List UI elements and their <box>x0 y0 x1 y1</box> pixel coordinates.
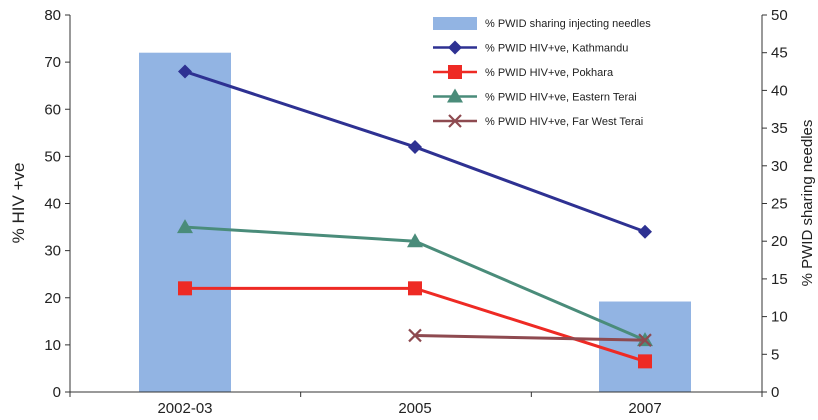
right-tick-label: 35 <box>771 120 788 137</box>
data-point <box>177 219 193 234</box>
x-tick-label: 2002-03 <box>157 400 212 417</box>
data-point <box>178 64 192 79</box>
right-tick-label: 30 <box>771 158 788 175</box>
lines-layer <box>177 64 653 369</box>
right-tick-label: 45 <box>771 45 788 62</box>
left-tick-label: 70 <box>44 54 61 71</box>
series-line-3 <box>414 333 646 342</box>
data-point <box>178 281 192 296</box>
right-tick-label: 10 <box>771 309 788 326</box>
x-tick-label: 2007 <box>628 400 661 417</box>
right-axis-ticks: 0 5 10 15 20 25 30 35 40 45 50 <box>762 7 788 401</box>
left-axis-title: % HIV +ve <box>9 163 28 244</box>
x-axis-ticks: 2002-03 2005 2007 <box>69 392 763 417</box>
data-point <box>408 139 422 154</box>
right-tick-label: 50 <box>771 7 788 24</box>
legend-swatch <box>433 17 477 30</box>
x-tick-label: 2005 <box>398 400 431 417</box>
data-point <box>638 354 652 369</box>
legend-label: % PWID HIV+ve, Eastern Terai <box>485 92 637 104</box>
left-tick-label: 60 <box>44 101 61 118</box>
right-tick-label: 5 <box>771 346 779 363</box>
right-tick-label: 15 <box>771 271 788 288</box>
legend-marker <box>447 88 463 103</box>
left-axis-ticks: 0 10 20 30 40 50 60 70 80 <box>44 7 70 401</box>
data-point <box>408 281 422 296</box>
series-line-1 <box>185 286 646 363</box>
left-tick-label: 30 <box>44 243 61 260</box>
left-tick-label: 20 <box>44 290 61 307</box>
legend: % PWID sharing injecting needles % PWID H… <box>433 17 651 128</box>
legend-label: % PWID HIV+ve, Far West Terai <box>485 116 643 128</box>
legend-label: % PWID HIV+ve, Pokhara <box>485 67 614 79</box>
legend-marker <box>448 114 462 128</box>
needle-sharing-bar <box>599 301 691 392</box>
bars-layer <box>139 52 691 392</box>
legend-marker <box>448 65 462 79</box>
right-tick-label: 25 <box>771 196 788 213</box>
legend-marker <box>448 40 462 55</box>
left-tick-label: 80 <box>44 7 61 24</box>
data-point <box>407 233 423 248</box>
right-tick-label: 20 <box>771 233 788 250</box>
data-point <box>638 333 652 347</box>
right-tick-label: 0 <box>771 384 779 401</box>
right-tick-label: 40 <box>771 82 788 99</box>
left-tick-label: 0 <box>53 384 61 401</box>
legend-label: % PWID sharing injecting needles <box>485 18 651 30</box>
left-tick-label: 40 <box>44 196 61 213</box>
right-axis-title: % PWID sharing needles <box>799 120 816 287</box>
left-tick-label: 50 <box>44 148 61 165</box>
legend-label: % PWID HIV+ve, Kathmandu <box>485 43 628 55</box>
data-point <box>638 224 652 239</box>
data-point <box>408 328 422 343</box>
left-tick-label: 10 <box>44 337 61 354</box>
